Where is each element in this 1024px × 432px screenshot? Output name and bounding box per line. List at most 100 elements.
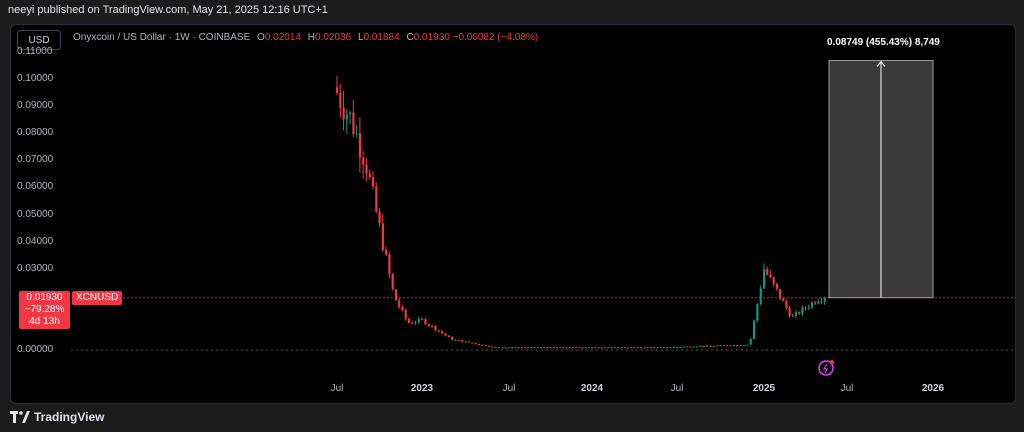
candle-body [785, 300, 788, 309]
candle-body [798, 312, 801, 314]
candle-body [617, 347, 620, 349]
candle-body [555, 347, 559, 349]
candle-body [788, 308, 791, 317]
close-label: C [406, 32, 414, 43]
candle-body [434, 325, 437, 331]
y-tick-label: 0.10000 [17, 73, 54, 84]
y-tick-label: 0.07000 [17, 154, 54, 166]
x-tick-label: 2023 [410, 383, 434, 394]
candle-body [763, 269, 766, 289]
candle-body [742, 345, 746, 347]
candle-body [729, 345, 732, 347]
candle-body [810, 302, 814, 308]
chart-panel[interactable]: USD Onyxcoin / US Dollar · 1W · COINBASE… [10, 24, 1016, 404]
y-tick-label: 0.08000 [17, 127, 54, 139]
candle-body [388, 254, 391, 274]
y-tick-label: 0.00000 [17, 344, 54, 355]
currency-button[interactable]: USD [17, 30, 61, 50]
candle-body [666, 347, 669, 349]
price-chart[interactable] [11, 25, 1015, 403]
candle-body [414, 322, 417, 324]
candle-body [636, 347, 639, 349]
candle-body [587, 347, 591, 349]
candle-body [411, 322, 414, 324]
candle-body [508, 347, 511, 349]
lightning-bolt [822, 363, 828, 374]
candle-body [530, 347, 533, 349]
candle-body [543, 347, 546, 349]
open-value: 0.02014 [264, 32, 301, 43]
x-tick-label: Jul [330, 383, 344, 394]
candle-body [421, 318, 424, 320]
candle-body [552, 347, 555, 349]
candle-body [358, 133, 362, 158]
candle-body [533, 347, 536, 349]
candle-body [336, 87, 339, 93]
candle-body [746, 344, 749, 346]
candle-body [461, 340, 464, 342]
candle-body [640, 347, 643, 349]
candle-body [726, 345, 729, 347]
candle-body [371, 177, 375, 187]
y-tick-label: 0.05000 [17, 208, 54, 220]
candle-body [732, 345, 736, 347]
notification-dot [830, 360, 834, 364]
candle-body [633, 347, 636, 349]
candle-body [620, 347, 623, 349]
candle-body [682, 346, 685, 348]
candle-body [689, 346, 692, 348]
symbol-tag: XCNUSD [72, 291, 123, 305]
candle-body [769, 274, 772, 278]
candle-body [699, 346, 702, 348]
open-label: O [257, 32, 265, 43]
candle-body [451, 337, 454, 340]
candle-body [381, 223, 384, 250]
candle-body [649, 347, 653, 349]
tradingview-branding[interactable]: TradingView [10, 410, 104, 424]
candle-body [404, 310, 407, 319]
low-value: 0.01884 [363, 32, 400, 43]
candle-body [437, 330, 440, 332]
x-tick-label: 2026 [921, 383, 945, 394]
candle-body [801, 307, 804, 314]
symbol-legend: Onyxcoin / US Dollar · 1W · COINBASE O0.… [73, 32, 538, 43]
candle-body [702, 346, 705, 348]
candle-body [424, 319, 427, 325]
candle-body [339, 92, 342, 108]
candle-body [791, 315, 794, 317]
candle-body [630, 347, 633, 349]
candle-body [481, 344, 484, 346]
candle-body [749, 338, 752, 345]
candle-body [471, 342, 474, 344]
x-tick-label: 2025 [752, 383, 776, 394]
candle-body [571, 347, 575, 349]
candle-body [562, 347, 565, 349]
symbol-title: Onyxcoin / US Dollar · 1W · COINBASE [73, 32, 251, 43]
candle-body [568, 347, 571, 349]
candle-body [520, 347, 523, 349]
candle-body [600, 347, 604, 349]
candle-body [539, 347, 543, 349]
candle-body [355, 133, 358, 135]
candle-body [497, 347, 501, 349]
high-value: 0.02036 [315, 32, 352, 43]
x-tick-label: Jul [840, 383, 854, 394]
candle-body [672, 346, 675, 348]
change-value: −0.00082 (−4.08%) [452, 32, 539, 43]
candle-body [378, 211, 381, 224]
candle-body [719, 345, 722, 347]
candle-body [607, 347, 610, 349]
candle-body [494, 346, 497, 348]
candle-body [643, 347, 646, 349]
candle-body [349, 112, 352, 115]
candle-body [739, 345, 742, 347]
candle-body [487, 345, 491, 347]
y-tick-label: 0.04000 [17, 235, 54, 247]
x-tick-label: Jul [670, 383, 684, 394]
candle-body [394, 289, 398, 301]
candle-body [454, 339, 457, 341]
candle-body [484, 344, 487, 346]
candle-body [766, 269, 769, 275]
candle-body [565, 347, 568, 349]
candle-body [457, 339, 461, 341]
